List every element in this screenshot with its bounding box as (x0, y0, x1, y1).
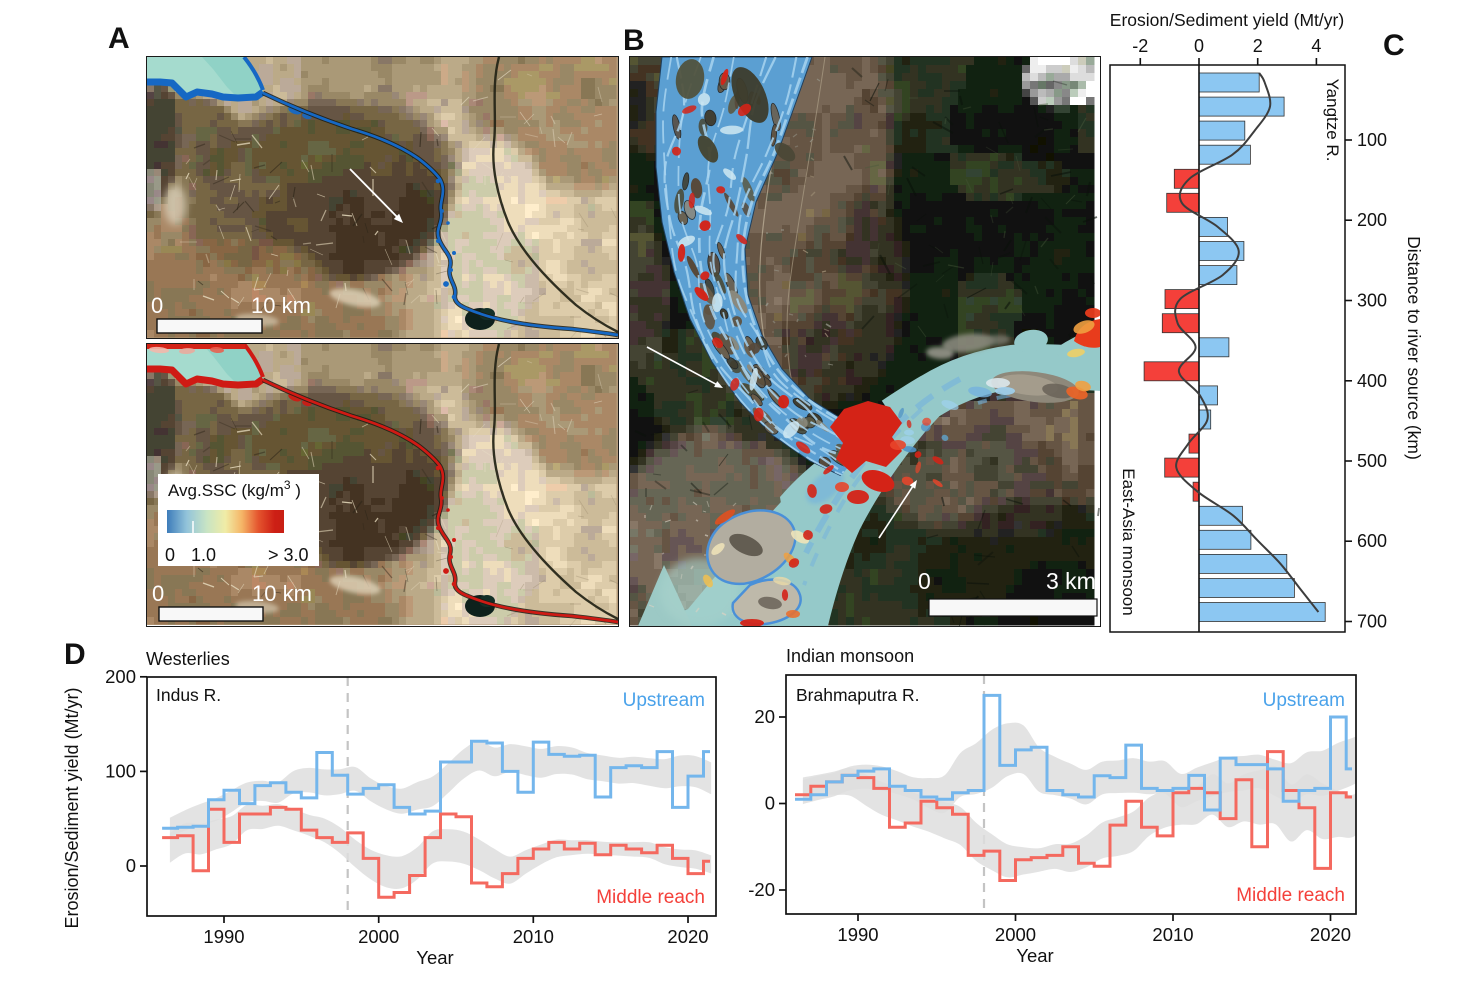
svg-text:4: 4 (1311, 36, 1321, 56)
svg-text:Distance to river source (km): Distance to river source (km) (1404, 236, 1424, 460)
svg-text:0: 0 (765, 793, 775, 814)
svg-text:1990: 1990 (837, 924, 878, 945)
svg-text:400: 400 (1357, 371, 1387, 391)
svg-text:0: 0 (165, 545, 175, 565)
svg-text:2020: 2020 (667, 926, 708, 947)
svg-text:2020: 2020 (1310, 924, 1351, 945)
svg-text:1990: 1990 (203, 926, 244, 947)
svg-text:Brahmaputra R.: Brahmaputra R. (796, 685, 920, 705)
svg-text:700: 700 (1357, 612, 1387, 632)
svg-text:C: C (1383, 29, 1405, 62)
svg-text:200: 200 (1357, 210, 1387, 230)
svg-text:Upstream: Upstream (1263, 690, 1345, 711)
svg-text:20: 20 (754, 706, 775, 727)
svg-text:600: 600 (1357, 531, 1387, 551)
svg-text:> 3.0: > 3.0 (268, 545, 309, 565)
svg-text:-2: -2 (1132, 36, 1148, 56)
svg-text:2000: 2000 (995, 924, 1036, 945)
svg-text:10 km: 10 km (251, 293, 311, 318)
svg-text:3 km: 3 km (1046, 568, 1096, 594)
svg-text:Year: Year (1016, 945, 1053, 966)
svg-text:300: 300 (1357, 291, 1387, 311)
svg-text:10 km: 10 km (252, 581, 312, 606)
svg-text:Middle reach: Middle reach (596, 887, 705, 908)
svg-text:Erosion/Sediment yield (Mt/yr): Erosion/Sediment yield (Mt/yr) (62, 687, 82, 928)
svg-text:Erosion/Sediment yield (Mt/yr): Erosion/Sediment yield (Mt/yr) (1110, 10, 1344, 30)
svg-text:1.0: 1.0 (191, 545, 216, 565)
svg-text:2010: 2010 (513, 926, 554, 947)
svg-text:0: 0 (151, 293, 163, 318)
svg-text:2010: 2010 (1152, 924, 1193, 945)
svg-text:0: 0 (1194, 36, 1204, 56)
svg-text:100: 100 (105, 760, 136, 781)
svg-text:-20: -20 (748, 879, 775, 900)
svg-text:0: 0 (152, 581, 164, 606)
svg-text:100: 100 (1357, 130, 1387, 150)
svg-text:500: 500 (1357, 451, 1387, 471)
svg-text:East-Asia monsoon: East-Asia monsoon (1119, 468, 1138, 615)
svg-text:2000: 2000 (358, 926, 399, 947)
svg-text:0: 0 (126, 855, 136, 876)
svg-text:Upstream: Upstream (623, 690, 705, 711)
svg-text:200: 200 (105, 666, 136, 687)
svg-text:2: 2 (1253, 36, 1263, 56)
svg-text:Yangtze R.: Yangtze R. (1323, 79, 1342, 162)
svg-text:0: 0 (918, 568, 931, 594)
svg-text:Avg.SSC (kg/m3 ): Avg.SSC (kg/m3 ) (168, 478, 301, 500)
svg-text:Middle reach: Middle reach (1236, 885, 1345, 906)
svg-text:Year: Year (416, 947, 453, 968)
svg-text:Indus R.: Indus R. (156, 685, 221, 705)
